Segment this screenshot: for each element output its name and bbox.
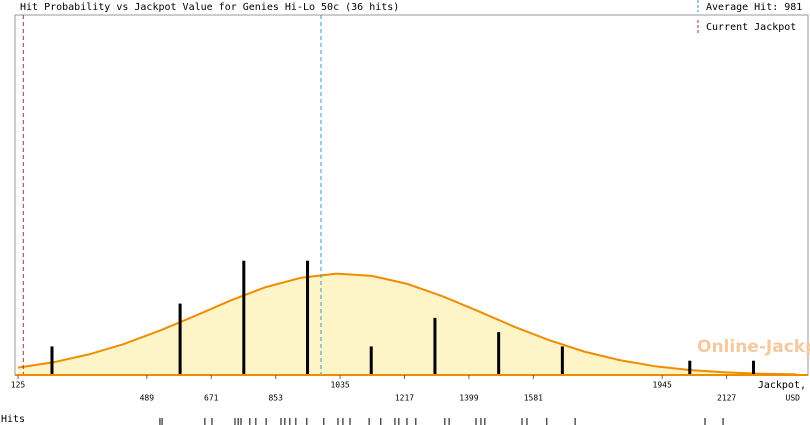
rug-label: Hits <box>1 414 25 425</box>
x-tick-label: 1035 <box>330 381 349 390</box>
chart-title: Hit Probability vs Jackpot Value for Gen… <box>20 2 399 13</box>
bar <box>50 346 54 375</box>
x-tick-label: 1399 <box>459 394 478 403</box>
bar <box>497 332 501 375</box>
legend-label: Current Jackpot <box>706 22 796 33</box>
x-tick-label: 671 <box>204 394 219 403</box>
curve-line <box>17 272 797 376</box>
bar <box>688 360 692 375</box>
x-axis-label: Jackpot, <box>758 380 806 391</box>
x-axis-label: USD <box>786 394 801 403</box>
x-tick-label: 125 <box>11 381 26 390</box>
bar <box>242 260 246 375</box>
bar <box>369 346 373 375</box>
x-tick-label: 489 <box>140 394 155 403</box>
bar <box>433 317 437 375</box>
x-tick-label: 1581 <box>524 394 543 403</box>
legend-label: Average Hit: 981 <box>706 2 802 13</box>
bar <box>306 260 310 375</box>
x-tick-label: 1945 <box>653 381 672 390</box>
x-tick-label: 853 <box>268 394 283 403</box>
x-tick-label: 1217 <box>395 394 414 403</box>
bar <box>751 360 755 375</box>
bar <box>178 303 182 375</box>
x-tick-label: 2127 <box>717 394 736 403</box>
curve-area <box>18 273 797 375</box>
watermark: Online-Jackpots.biz <box>697 337 810 357</box>
bar <box>560 346 564 375</box>
